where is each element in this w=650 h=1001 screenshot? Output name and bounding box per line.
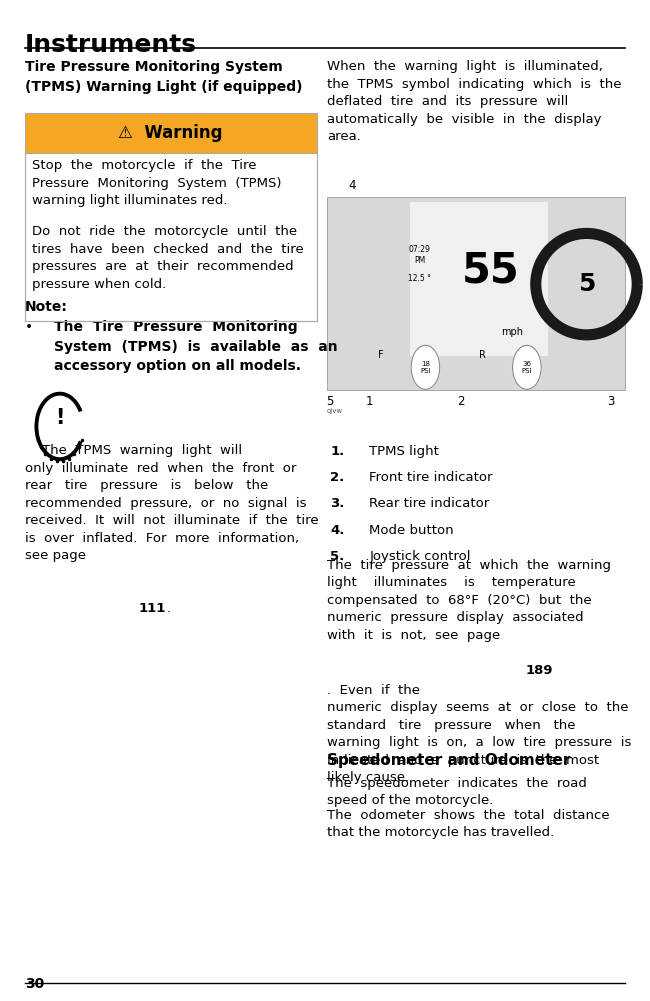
Text: mph: mph [501, 327, 523, 337]
Circle shape [513, 345, 541, 389]
Text: 30: 30 [25, 977, 44, 991]
Text: .  Even  if  the
numeric  display  seems  at  or  close  to  the
standard   tire: . Even if the numeric display seems at o… [327, 684, 631, 784]
FancyBboxPatch shape [25, 153, 317, 321]
Text: Tire Pressure Monitoring System
(TPMS) Warning Light (if equipped): Tire Pressure Monitoring System (TPMS) W… [25, 60, 302, 93]
Text: ⚠  Warning: ⚠ Warning [118, 124, 223, 142]
Text: .: . [166, 602, 170, 615]
FancyBboxPatch shape [411, 202, 548, 355]
Text: 36
PSI: 36 PSI [521, 361, 532, 373]
Text: Rear tire indicator: Rear tire indicator [369, 497, 489, 511]
Text: 5: 5 [326, 395, 334, 408]
Text: 189: 189 [526, 664, 553, 677]
Text: 07:29
PM: 07:29 PM [408, 245, 430, 265]
Text: The  Tire  Pressure  Monitoring
System  (TPMS)  is  available  as  an
accessory : The Tire Pressure Monitoring System (TPM… [54, 320, 337, 373]
Text: 1.: 1. [330, 445, 344, 458]
Text: 18
PSI: 18 PSI [420, 361, 431, 373]
Text: 4.: 4. [330, 524, 344, 537]
Text: 55: 55 [462, 249, 520, 291]
Text: The  odometer  shows  the  total  distance
that the motorcycle has travelled.: The odometer shows the total distance th… [327, 809, 610, 839]
Text: •: • [25, 320, 33, 334]
Text: 12.5 °: 12.5 ° [408, 274, 431, 283]
Text: R: R [478, 350, 486, 360]
Text: The  tire  pressure  at  which  the  warning
light    illuminates    is    tempe: The tire pressure at which the warning l… [327, 559, 611, 642]
Text: 2.: 2. [330, 471, 344, 484]
Text: Joystick control: Joystick control [369, 550, 471, 563]
Text: Do  not  ride  the  motorcycle  until  the
tires  have  been  checked  and  the : Do not ride the motorcycle until the tir… [32, 225, 304, 290]
Text: 5: 5 [578, 272, 595, 296]
Text: 111: 111 [138, 602, 166, 615]
Text: Instruments: Instruments [25, 33, 197, 57]
Text: 3.: 3. [330, 497, 344, 511]
Text: 5.: 5. [330, 550, 344, 563]
Text: 2: 2 [458, 395, 465, 408]
Text: Speedometer and Odometer: Speedometer and Odometer [327, 753, 570, 768]
Text: Note:: Note: [25, 300, 68, 314]
FancyBboxPatch shape [25, 113, 317, 153]
Text: F: F [378, 350, 384, 360]
Circle shape [411, 345, 439, 389]
Text: !: ! [55, 408, 64, 428]
Text: TPMS light: TPMS light [369, 445, 439, 458]
Text: 1: 1 [365, 395, 373, 408]
Text: The  speedometer  indicates  the  road
speed of the motorcycle.: The speedometer indicates the road speed… [327, 777, 587, 807]
Text: 4: 4 [348, 179, 356, 192]
FancyBboxPatch shape [327, 197, 625, 390]
Text: ojvw: ojvw [327, 408, 343, 414]
Text: Mode button: Mode button [369, 524, 454, 537]
Text: When  the  warning  light  is  illuminated,
the  TPMS  symbol  indicating  which: When the warning light is illuminated, t… [327, 60, 621, 143]
Text: Stop  the  motorcycle  if  the  Tire
Pressure  Monitoring  System  (TPMS)
warnin: Stop the motorcycle if the Tire Pressure… [32, 159, 282, 207]
Text: Front tire indicator: Front tire indicator [369, 471, 493, 484]
Text: 3: 3 [606, 395, 614, 408]
Text: The  TPMS  warning  light  will
only  illuminate  red  when  the  front  or
rear: The TPMS warning light will only illumin… [25, 444, 318, 563]
